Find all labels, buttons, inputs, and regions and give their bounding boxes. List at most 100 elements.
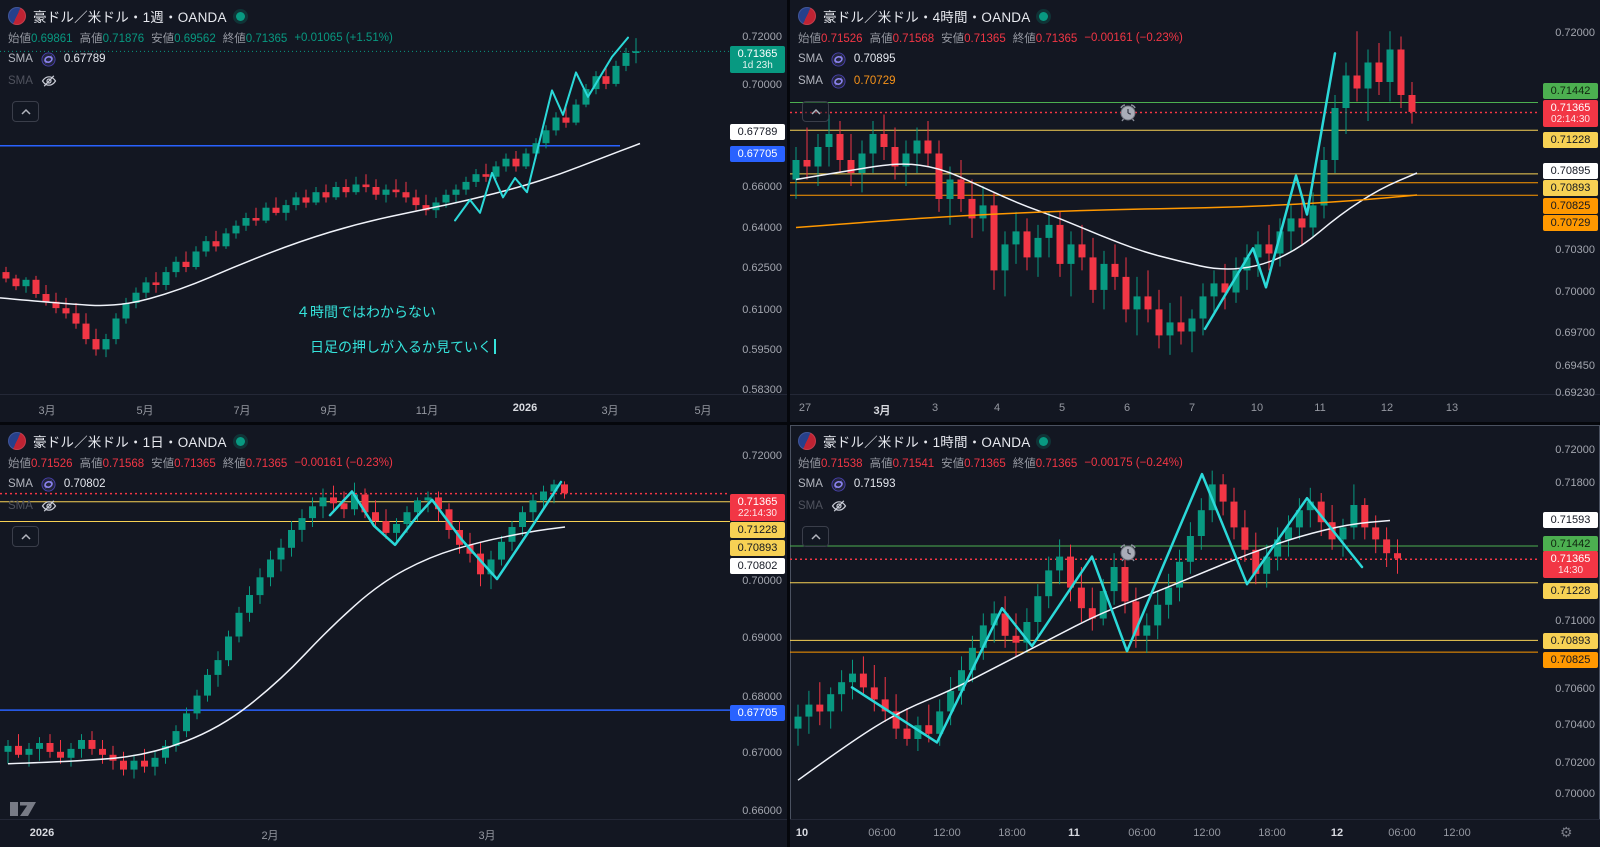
trend-drawing[interactable] — [328, 480, 563, 581]
time-tick: 18:00 — [1258, 827, 1286, 839]
indicator-row-sma[interactable]: SMA — [798, 495, 1183, 517]
price-tick: 0.59500 — [742, 344, 782, 356]
ohlc-value: 0.71365 — [1035, 33, 1078, 45]
price-chart-canvas[interactable] — [0, 425, 787, 819]
ohlc-label: 安値 — [941, 458, 965, 470]
time-tick: 12 — [1330, 827, 1344, 839]
ohlc-value: 0.71365 — [245, 33, 288, 45]
indicator-row-sma[interactable]: SMA — [8, 70, 393, 92]
symbol-row[interactable]: 豪ドル／米ドル・1時間・OANDA — [798, 429, 1183, 453]
price-chart-canvas[interactable] — [790, 0, 1600, 394]
price-tick: 0.72000 — [742, 31, 782, 43]
collapse-legend-button[interactable] — [802, 101, 829, 122]
ohlc-value: 0.71365 — [1035, 458, 1078, 470]
symbol-row[interactable]: 豪ドル／米ドル・4時間・OANDA — [798, 4, 1183, 28]
price-axis[interactable]: 0.72000 0.70000 0.69000 0.68000 0.67000 0.660… — [727, 425, 787, 819]
alarm-clock-icon[interactable] — [1120, 544, 1136, 562]
indicator-label: SMA — [8, 75, 33, 87]
chevron-up-icon — [810, 108, 821, 115]
price-change: −0.00175 (−0.24%) — [1084, 457, 1183, 469]
ohlc-value: 0.71568 — [892, 33, 935, 45]
trend-drawing[interactable] — [1203, 52, 1337, 331]
indicator-label: SMA — [798, 53, 823, 65]
time-tick: 10 — [1250, 402, 1264, 414]
axis-settings-gear-icon[interactable]: ⚙ — [1560, 824, 1573, 840]
sma-sync-icon — [831, 52, 846, 66]
collapse-legend-button[interactable] — [12, 526, 39, 547]
pane-divider-horizontal[interactable] — [0, 422, 1600, 425]
indicator-label: SMA — [8, 478, 33, 490]
time-tick: 12:00 — [1443, 827, 1471, 839]
price-tick: 0.70200 — [1555, 757, 1595, 769]
symbol-row[interactable]: 豪ドル／米ドル・1日・OANDA — [8, 429, 393, 453]
tradingview-logo[interactable] — [8, 799, 42, 819]
market-status-dot — [235, 436, 245, 446]
text-annotation[interactable]: 日足の押しが入るか見ていく — [310, 337, 496, 357]
chevron-up-icon — [20, 108, 31, 115]
price-tick: 0.58300 — [742, 384, 782, 396]
price-label-badge: 0.71228 — [1543, 582, 1598, 599]
ohlc-label: 始値 — [8, 458, 31, 470]
collapse-legend-button[interactable] — [12, 101, 39, 122]
indicator-label: SMA — [798, 75, 823, 87]
price-label-badge: 0.71365 14:30 — [1543, 550, 1598, 578]
chart-legend: 豪ドル／米ドル・1時間・OANDA 始値0.71538 高値0.71541 安値0.7… — [798, 429, 1183, 517]
time-tick: 2月 — [261, 830, 279, 842]
time-axis[interactable]: 3月 5月 7月 9月 11月 2026 3月 5月 — [0, 394, 787, 422]
alarm-clock-icon[interactable] — [1120, 104, 1136, 122]
indicator-row-sma[interactable]: SMA 0.70729 — [798, 70, 1183, 92]
price-tick: 0.70000 — [742, 575, 782, 587]
symbol-row[interactable]: 豪ドル／米ドル・1週・OANDA — [8, 4, 393, 28]
indicator-row-sma[interactable]: SMA 0.71593 — [798, 473, 1183, 495]
time-axis[interactable]: 27 3月 3 4 5 6 7 10 11 12 13 — [790, 394, 1600, 422]
chart-title: 豪ドル／米ドル・4時間・OANDA — [823, 10, 1031, 25]
time-tick: 3 — [931, 402, 939, 414]
indicator-row-sma[interactable]: SMA 0.70802 — [8, 473, 393, 495]
instrument-flag-icon — [798, 432, 816, 450]
collapse-legend-button[interactable] — [802, 526, 829, 547]
price-tick: 0.70000 — [1555, 286, 1595, 298]
indicator-label: SMA — [798, 500, 823, 512]
price-axis[interactable]: 0.72000 0.71800 0.71000 0.70600 0.70400 0.702… — [1540, 425, 1600, 819]
chart-title: 豪ドル／米ドル・1日・OANDA — [33, 435, 227, 450]
candlestick-series — [792, 31, 1416, 355]
indicator-row-sma[interactable]: SMA — [8, 495, 393, 517]
candlestick-series — [794, 470, 1401, 751]
price-chart-canvas[interactable] — [0, 0, 787, 394]
ohlc-row: 始値0.71526 高値0.71568 安値0.71365 終値0.71365 −0.0… — [798, 28, 1183, 48]
ohlc-value: 0.71365 — [245, 458, 288, 470]
countdown-timer: 02:14:30 — [1551, 113, 1590, 125]
sma-line — [797, 519, 1391, 781]
time-tick: 3月 — [38, 405, 56, 417]
text-annotation[interactable]: ４時間ではわからない — [296, 304, 436, 320]
indicator-value: 0.71593 — [853, 478, 896, 490]
time-axis[interactable]: 10 06:00 12:00 18:00 11 06:00 12:00 18:00 12 06:0… — [790, 819, 1600, 847]
eye-off-icon[interactable] — [41, 73, 57, 89]
price-axis[interactable]: 0.72000 0.70300 0.70000 0.69700 0.69450 0.692… — [1540, 0, 1600, 399]
ohlc-label: 終値 — [1012, 33, 1036, 45]
indicator-value: 0.70729 — [853, 75, 896, 87]
chart-legend: 豪ドル／米ドル・1週・OANDA 始値0.69861 高値0.71876 安値0.69… — [8, 4, 393, 92]
eye-off-icon[interactable] — [831, 498, 847, 514]
indicator-row-sma[interactable]: SMA 0.70895 — [798, 48, 1183, 70]
time-tick: 6 — [1123, 402, 1131, 414]
trend-drawing[interactable] — [454, 36, 629, 222]
ohlc-value: 0.69861 — [31, 33, 73, 45]
price-chart-canvas[interactable] — [790, 425, 1600, 819]
indicator-row-sma[interactable]: SMA 0.67789 — [8, 48, 393, 70]
chevron-up-icon — [810, 533, 821, 540]
time-tick: 2026 — [29, 827, 55, 839]
price-tick: 0.69450 — [1555, 360, 1595, 372]
price-tick: 0.69700 — [1555, 327, 1595, 339]
eye-off-icon[interactable] — [41, 498, 57, 514]
ohlc-label: 終値 — [222, 458, 246, 470]
sma-sync-icon — [41, 477, 56, 491]
ohlc-label: 高値 — [869, 458, 893, 470]
time-axis[interactable]: 2026 2月 3月 — [0, 819, 787, 847]
trend-drawing[interactable] — [850, 472, 1364, 744]
price-label-badge: 0.70729 — [1543, 214, 1598, 231]
countdown-timer: 14:30 — [1557, 564, 1584, 576]
time-tick: 5月 — [136, 405, 154, 417]
price-tick: 0.70000 — [1555, 788, 1595, 800]
price-axis[interactable]: 0.72000 0.70000 0.66000 0.64000 0.62500 0.610… — [727, 0, 787, 396]
